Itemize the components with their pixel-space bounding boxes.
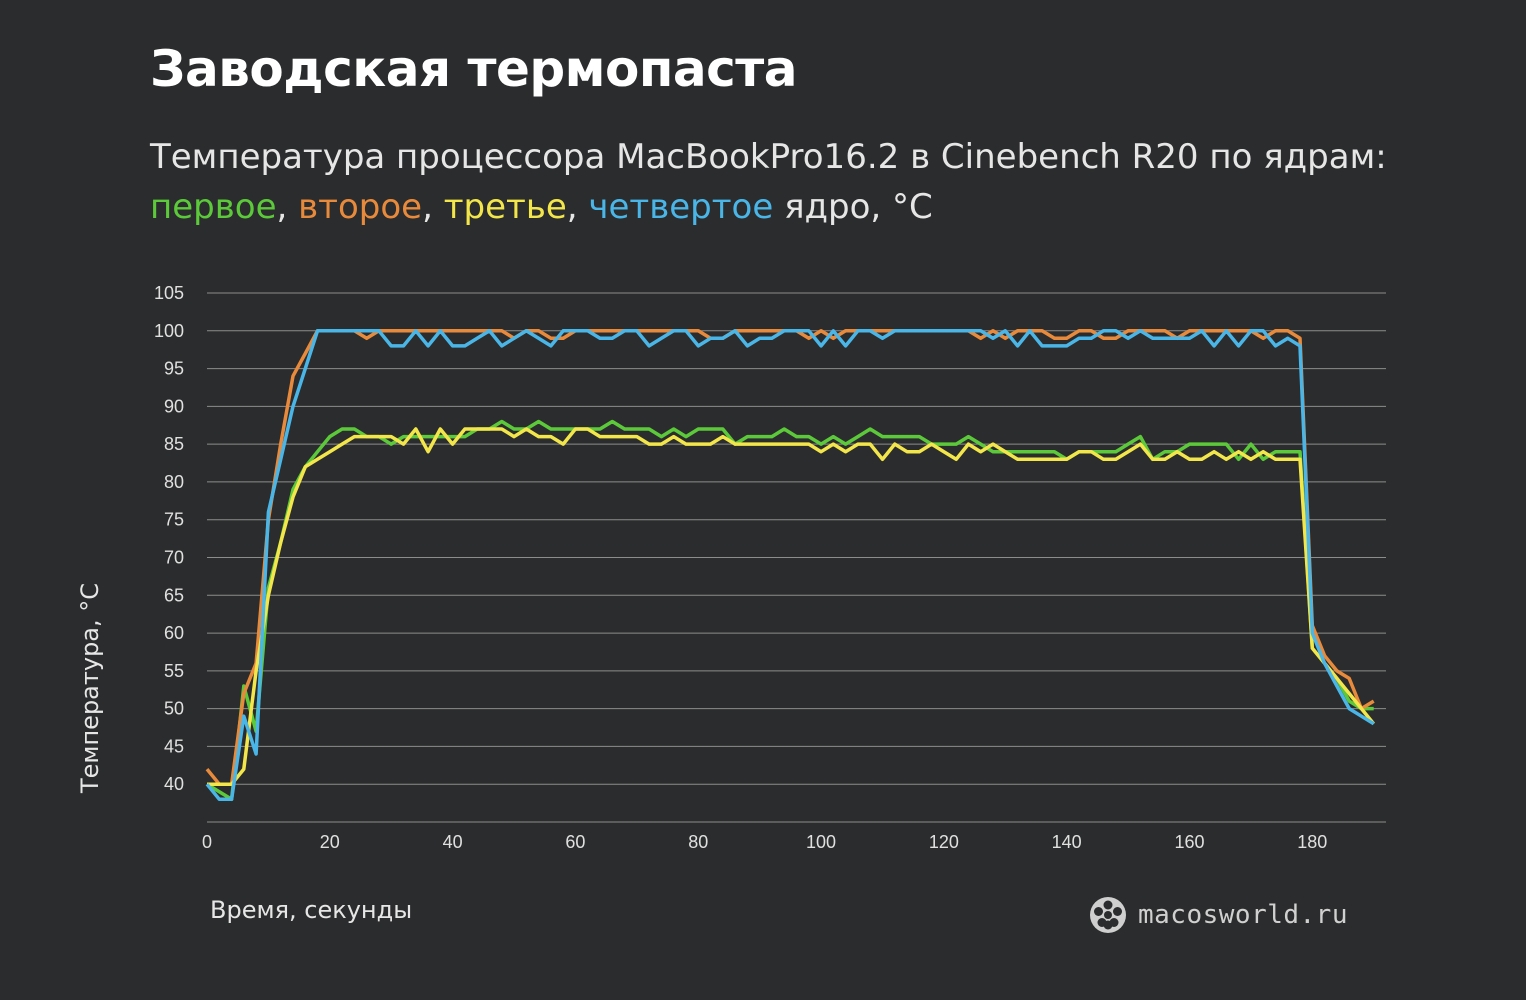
x-axis-label: Время, секунды: [210, 896, 413, 924]
legend-tail: ядро, °C: [773, 187, 933, 227]
x-tick-label: 120: [929, 832, 959, 852]
y-tick-label: 75: [164, 510, 184, 530]
y-tick-label: 105: [154, 283, 184, 303]
x-tick-label: 160: [1174, 832, 1204, 852]
y-tick-label: 65: [164, 585, 184, 605]
y-tick-label: 70: [164, 548, 184, 568]
y-tick-label: 50: [164, 699, 184, 719]
series-line-4: [205, 329, 1375, 802]
x-tick-label: 180: [1297, 832, 1327, 852]
series-line-1: [206, 419, 1374, 802]
y-tick-label: 45: [164, 736, 184, 756]
chart-title: Заводская термопаста: [150, 40, 798, 98]
y-tick-label: 90: [164, 396, 184, 416]
y-axis-label: Температура, °C: [76, 582, 104, 794]
legend-separator: ,: [276, 187, 299, 227]
y-tick-label: 40: [164, 774, 184, 794]
y-axis-ticks: 40 45 50 55 60 65 70 75 80 85 90 95 100 105: [154, 283, 184, 794]
x-axis-ticks: 0 20 40 60 80 100 120 140 160 180: [202, 832, 1327, 852]
brand-watermark: macosworld.ru: [1088, 895, 1348, 935]
legend-core4: четвертое: [588, 187, 774, 227]
legend-core1: первое: [150, 187, 277, 227]
x-tick-label: 20: [320, 832, 340, 852]
chart-subtitle: Температура процессора MacBookPro16.2 в …: [150, 132, 1400, 232]
subtitle-text: Температура процессора MacBookPro16.2 в …: [150, 137, 1387, 177]
y-tick-label: 95: [164, 359, 184, 379]
series-line-3: [207, 427, 1376, 786]
x-tick-label: 40: [443, 832, 463, 852]
legend-separator: ,: [422, 187, 444, 227]
x-tick-label: 80: [688, 832, 708, 852]
y-tick-label: 55: [164, 661, 184, 681]
y-tick-label: 100: [154, 321, 184, 341]
x-tick-label: 60: [565, 832, 585, 852]
grid-lines: [207, 292, 1386, 823]
brand-text: macosworld.ru: [1138, 900, 1348, 930]
y-tick-label: 80: [164, 472, 184, 492]
y-tick-label: 60: [164, 623, 184, 643]
x-tick-label: 100: [806, 832, 836, 852]
legend-core3: третье: [443, 187, 567, 227]
y-tick-label: 85: [164, 434, 184, 454]
series-lines: [205, 329, 1376, 802]
legend-core2: второе: [298, 187, 423, 227]
legend-separator: ,: [566, 187, 589, 227]
x-tick-label: 0: [202, 832, 212, 852]
x-tick-label: 140: [1052, 832, 1082, 852]
film-reel-icon: [1090, 897, 1126, 933]
